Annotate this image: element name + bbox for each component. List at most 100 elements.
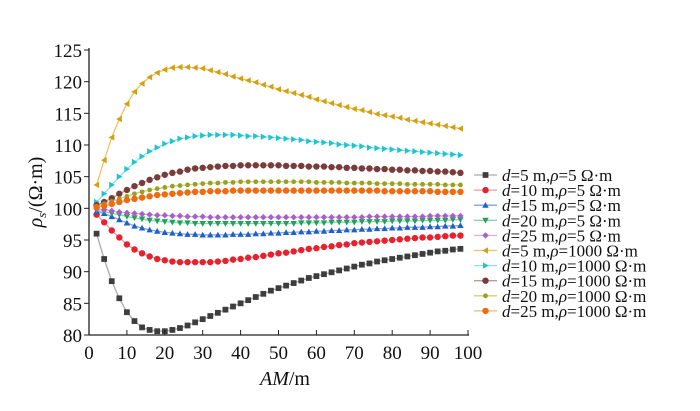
data-point	[252, 230, 259, 237]
data-point	[373, 110, 380, 118]
data-point	[199, 258, 206, 266]
data-point	[169, 169, 176, 177]
data-point	[169, 212, 176, 220]
data-point	[101, 190, 108, 197]
data-point	[154, 174, 161, 181]
data-point	[214, 163, 222, 170]
data-point	[396, 188, 403, 195]
data-point	[154, 218, 161, 225]
data-point	[162, 140, 168, 147]
data-point	[320, 227, 328, 234]
data-point	[419, 234, 426, 241]
data-point	[329, 179, 334, 185]
data-point	[131, 215, 138, 222]
data-point	[396, 166, 403, 173]
data-point	[313, 273, 320, 279]
data-point	[207, 220, 214, 227]
tick-layer: 0 10 20 30 40 50 60 70 80 90 100 80 85 90 95 100 105 110 1…	[54, 41, 483, 364]
data-point	[260, 214, 267, 221]
data-point	[161, 229, 168, 235]
data-point	[154, 69, 160, 76]
data-point	[434, 188, 441, 196]
data-point	[449, 169, 457, 176]
data-point	[176, 220, 184, 227]
data-point	[191, 258, 199, 266]
data-point	[161, 191, 168, 198]
data-point	[161, 171, 168, 178]
data-point	[373, 165, 381, 173]
data-point	[434, 233, 441, 241]
data-point	[396, 114, 403, 121]
data-point	[396, 254, 403, 261]
data-point	[123, 196, 131, 204]
data-point	[426, 167, 434, 175]
data-point	[290, 220, 297, 227]
data-point	[419, 167, 426, 175]
data-point	[260, 179, 266, 185]
data-point	[146, 253, 153, 260]
data-point	[298, 228, 305, 235]
data-point	[427, 181, 433, 187]
data-point	[343, 219, 350, 226]
data-point	[222, 70, 228, 78]
data-point	[185, 182, 190, 188]
data-point	[124, 165, 131, 173]
data-point	[351, 105, 357, 113]
data-point	[366, 213, 373, 220]
data-point	[207, 188, 214, 195]
data-point	[381, 237, 388, 244]
data-point	[351, 239, 358, 247]
data-point	[298, 187, 305, 194]
data-point	[328, 100, 335, 107]
data-point	[282, 220, 290, 227]
data-point	[237, 300, 244, 307]
data-point	[366, 108, 373, 116]
data-point	[267, 187, 275, 194]
data-point	[184, 213, 191, 220]
data-point	[321, 139, 328, 146]
data-point	[214, 258, 222, 265]
data-point	[176, 258, 184, 266]
data-point	[335, 163, 343, 171]
data-point	[435, 150, 441, 157]
data-point	[374, 258, 380, 265]
x-tick-label: 0	[84, 343, 94, 364]
data-point	[192, 319, 198, 326]
series-9	[93, 187, 464, 211]
data-point	[449, 217, 457, 223]
data-point	[244, 214, 252, 221]
data-point	[291, 179, 297, 185]
data-point	[93, 181, 100, 189]
data-point	[222, 131, 229, 139]
data-point	[419, 148, 426, 156]
data-point	[291, 136, 297, 143]
legend-marker	[482, 186, 489, 194]
data-point	[177, 135, 184, 142]
data-point	[457, 169, 464, 177]
data-point	[123, 214, 131, 220]
data-point	[320, 214, 328, 221]
data-point	[214, 220, 222, 227]
data-point	[108, 134, 115, 141]
data-point	[382, 181, 388, 187]
data-point	[229, 256, 237, 263]
data-point	[404, 224, 411, 230]
data-point	[351, 180, 357, 186]
data-point	[351, 164, 358, 171]
legend-item: d=10 m,ρ=1000 Ω·m	[474, 257, 646, 276]
legend-item: d=25 m,ρ=1000 Ω·m	[474, 302, 646, 321]
data-point	[366, 219, 373, 225]
legend-marker	[482, 232, 489, 239]
data-point	[244, 254, 252, 261]
data-point	[222, 162, 229, 170]
y-tick-label: 110	[54, 136, 82, 157]
data-point	[458, 182, 463, 188]
data-point	[313, 214, 320, 221]
data-point	[252, 294, 259, 300]
data-point	[351, 187, 358, 194]
data-point	[252, 214, 259, 221]
data-point	[139, 324, 145, 331]
y-tick-label: 85	[63, 294, 82, 315]
data-point	[192, 132, 199, 140]
data-point	[229, 73, 236, 80]
